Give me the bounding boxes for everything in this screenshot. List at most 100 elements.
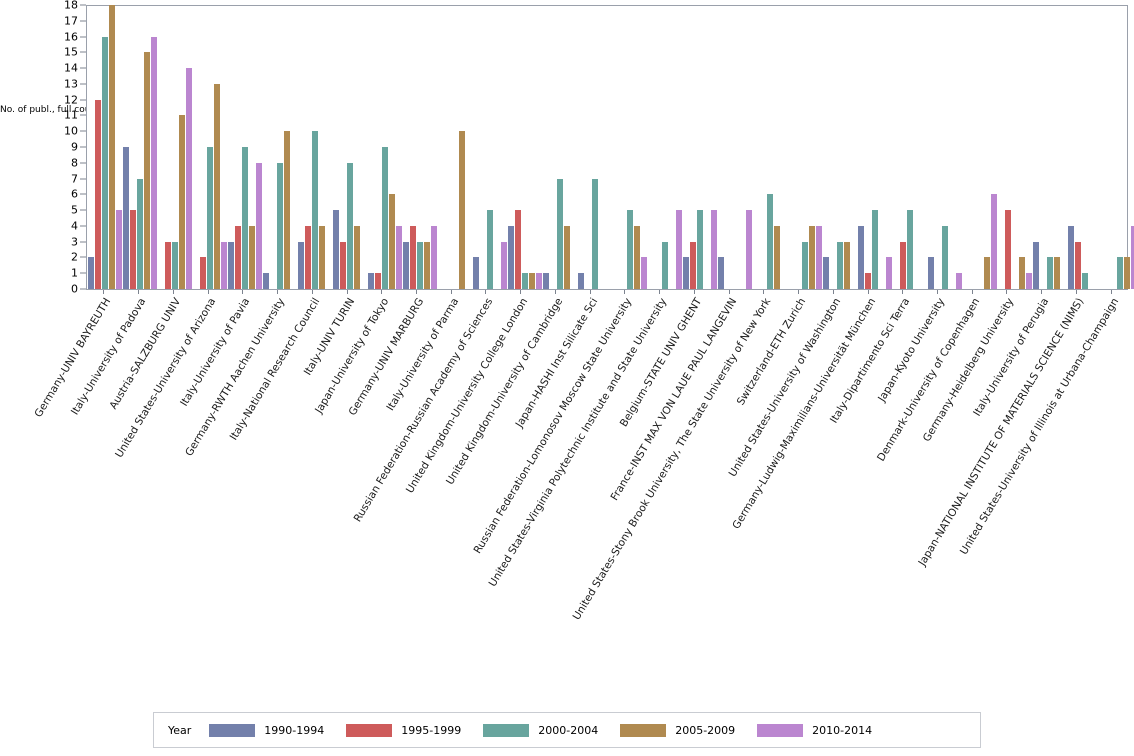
- bar[interactable]: [808, 225, 815, 289]
- bar[interactable]: [122, 147, 129, 289]
- bar-group[interactable]: [682, 6, 717, 289]
- bar[interactable]: [1004, 210, 1011, 289]
- bar-group[interactable]: [1032, 6, 1067, 289]
- bar-group[interactable]: [157, 6, 192, 289]
- bar-group[interactable]: [962, 6, 997, 289]
- bar[interactable]: [1053, 257, 1060, 289]
- bar[interactable]: [815, 225, 822, 289]
- bar-group[interactable]: [577, 6, 612, 289]
- bar[interactable]: [304, 225, 311, 289]
- bar[interactable]: [297, 241, 304, 289]
- bar[interactable]: [199, 257, 206, 289]
- bar[interactable]: [1018, 257, 1025, 289]
- bar[interactable]: [150, 36, 157, 289]
- legend-item[interactable]: 1990-1994: [209, 723, 324, 737]
- bar[interactable]: [402, 241, 409, 289]
- bar[interactable]: [563, 225, 570, 289]
- bar[interactable]: [381, 147, 388, 289]
- legend-item[interactable]: 2005-2009: [620, 723, 735, 737]
- bar[interactable]: [1074, 241, 1081, 289]
- bar[interactable]: [248, 225, 255, 289]
- bar-group[interactable]: [892, 6, 927, 289]
- bar-group[interactable]: [227, 6, 262, 289]
- bar-group[interactable]: [857, 6, 892, 289]
- bar[interactable]: [374, 273, 381, 289]
- bar[interactable]: [318, 225, 325, 289]
- bar[interactable]: [346, 162, 353, 289]
- bar[interactable]: [521, 273, 528, 289]
- bar[interactable]: [675, 210, 682, 289]
- bar-group[interactable]: [997, 6, 1032, 289]
- bar[interactable]: [717, 257, 724, 289]
- bar[interactable]: [689, 241, 696, 289]
- bar[interactable]: [143, 52, 150, 289]
- bar[interactable]: [115, 210, 122, 289]
- bar[interactable]: [1116, 257, 1123, 289]
- legend-item[interactable]: 2000-2004: [483, 723, 598, 737]
- bar-group[interactable]: [787, 6, 822, 289]
- bar[interactable]: [101, 36, 108, 289]
- bar[interactable]: [178, 115, 185, 289]
- bar[interactable]: [486, 210, 493, 289]
- bar-group[interactable]: [87, 5, 122, 289]
- bar-group[interactable]: [192, 6, 227, 289]
- bar[interactable]: [241, 147, 248, 289]
- bar[interactable]: [234, 225, 241, 289]
- bar[interactable]: [311, 131, 318, 289]
- bar[interactable]: [591, 178, 598, 289]
- bar[interactable]: [213, 83, 220, 289]
- bar[interactable]: [577, 273, 584, 289]
- bar[interactable]: [164, 241, 171, 289]
- bar-group[interactable]: [332, 6, 367, 289]
- bar[interactable]: [388, 194, 395, 289]
- bar[interactable]: [1067, 225, 1074, 289]
- bar[interactable]: [507, 225, 514, 289]
- bar[interactable]: [857, 225, 864, 289]
- bar[interactable]: [129, 210, 136, 289]
- bar[interactable]: [1046, 257, 1053, 289]
- bar-group[interactable]: [717, 6, 752, 289]
- bar[interactable]: [395, 225, 402, 289]
- bar-group[interactable]: [437, 6, 472, 289]
- bar[interactable]: [927, 257, 934, 289]
- bar[interactable]: [906, 210, 913, 289]
- bar[interactable]: [430, 225, 437, 289]
- bar[interactable]: [276, 162, 283, 289]
- bar[interactable]: [458, 131, 465, 289]
- bar[interactable]: [864, 273, 871, 289]
- bar[interactable]: [885, 257, 892, 289]
- bar[interactable]: [206, 147, 213, 289]
- bar[interactable]: [283, 131, 290, 289]
- bar-group[interactable]: [1102, 6, 1134, 289]
- bar[interactable]: [696, 210, 703, 289]
- bar[interactable]: [171, 241, 178, 289]
- bar-group[interactable]: [297, 6, 332, 289]
- bar-group[interactable]: [612, 6, 647, 289]
- bar-group[interactable]: [367, 6, 402, 289]
- bar-group[interactable]: [472, 6, 507, 289]
- bar[interactable]: [542, 273, 549, 289]
- bar[interactable]: [339, 241, 346, 289]
- bar[interactable]: [1032, 241, 1039, 289]
- bar[interactable]: [472, 257, 479, 289]
- bar-group[interactable]: [927, 6, 962, 289]
- bar[interactable]: [87, 257, 94, 289]
- bar[interactable]: [353, 225, 360, 289]
- bar[interactable]: [1130, 225, 1134, 289]
- bar-group[interactable]: [1067, 6, 1102, 289]
- bar[interactable]: [633, 225, 640, 289]
- bar[interactable]: [528, 273, 535, 289]
- bar[interactable]: [500, 241, 507, 289]
- bar[interactable]: [801, 241, 808, 289]
- legend-item[interactable]: 2010-2014: [757, 723, 872, 737]
- bar[interactable]: [220, 241, 227, 289]
- bar[interactable]: [1081, 273, 1088, 289]
- bar[interactable]: [745, 210, 752, 289]
- bar[interactable]: [227, 241, 234, 289]
- bar[interactable]: [416, 241, 423, 289]
- bar-group[interactable]: [752, 6, 787, 289]
- bar[interactable]: [773, 225, 780, 289]
- bar[interactable]: [640, 257, 647, 289]
- bar[interactable]: [836, 241, 843, 289]
- bar[interactable]: [94, 99, 101, 289]
